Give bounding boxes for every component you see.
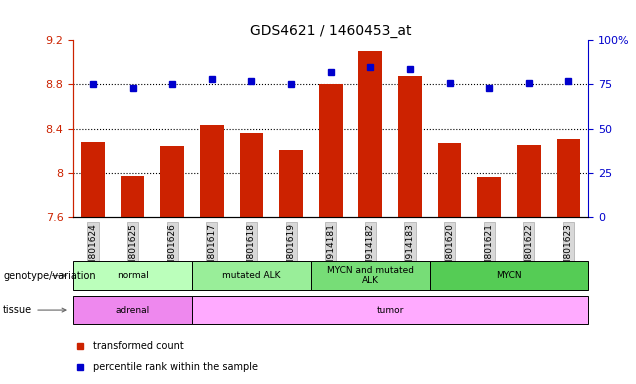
Bar bbox=[200, 125, 224, 217]
Bar bbox=[73, 261, 192, 290]
Bar bbox=[319, 84, 343, 217]
Title: GDS4621 / 1460453_at: GDS4621 / 1460453_at bbox=[250, 24, 411, 38]
Text: transformed count: transformed count bbox=[93, 341, 184, 351]
Bar bbox=[192, 261, 311, 290]
Bar bbox=[240, 133, 263, 217]
Bar bbox=[438, 143, 462, 217]
Text: MYCN: MYCN bbox=[496, 271, 522, 280]
Bar bbox=[81, 142, 105, 217]
Text: percentile rank within the sample: percentile rank within the sample bbox=[93, 362, 258, 372]
Bar bbox=[359, 51, 382, 217]
Text: normal: normal bbox=[117, 271, 148, 280]
Bar bbox=[160, 146, 184, 217]
Bar bbox=[556, 139, 581, 217]
Text: genotype/variation: genotype/variation bbox=[3, 270, 96, 281]
Bar bbox=[517, 145, 541, 217]
Bar bbox=[398, 76, 422, 217]
Bar bbox=[121, 176, 144, 217]
Bar bbox=[311, 261, 430, 290]
Text: mutated ALK: mutated ALK bbox=[222, 271, 280, 280]
Text: tissue: tissue bbox=[3, 305, 66, 315]
Bar bbox=[478, 177, 501, 217]
Bar bbox=[279, 150, 303, 217]
Text: tumor: tumor bbox=[377, 306, 404, 314]
Bar bbox=[192, 296, 588, 324]
Bar bbox=[73, 296, 192, 324]
Text: MYCN and mutated
ALK: MYCN and mutated ALK bbox=[327, 266, 414, 285]
Text: adrenal: adrenal bbox=[116, 306, 149, 314]
Bar bbox=[430, 261, 588, 290]
